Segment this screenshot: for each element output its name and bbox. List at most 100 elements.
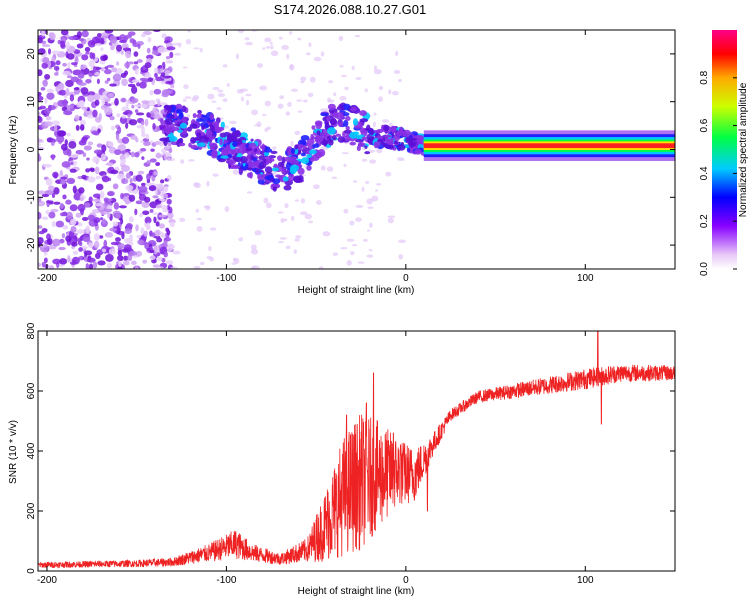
spectrogram-ridge-blob [219,132,227,138]
spectrogram-ridge-blob [408,141,417,148]
spectrogram-noise-blob [172,42,181,46]
spectrogram-noise-blob [55,60,61,66]
spectrogram-noise-blob [135,137,139,143]
spectrogram-noise-blob [166,245,174,252]
spectrogram-ridge-blob [323,141,327,147]
spectrogram-ridge-blob [314,120,323,126]
spectrogram-noise-blob [81,54,89,61]
spectrogram-noise-blob [206,180,210,187]
spectrogram-noise-blob [152,122,156,130]
spectrogram-noise-blob [277,103,284,109]
spectrogram-ridge [159,102,675,192]
spectrogram-noise-blob [68,104,74,109]
spectrogram-y-label: Frequency (Hz) [8,116,19,185]
spectrogram-noise-blob [105,253,114,262]
spectrogram-noise-blob [89,51,94,59]
spectrogram-noise-blob [361,186,365,192]
spectrogram-x-tick-label: -100 [216,273,236,284]
spectrogram-noise-blob [235,53,239,60]
spectrogram-ridge-blob [290,147,296,154]
spectrogram-noise-blob [151,232,156,238]
spectrogram-noise-blob [237,30,245,34]
spectrogram-ridge-blob [195,118,204,122]
spectrogram-noise-blob [320,165,326,171]
spectrogram-ridge-blob [196,132,202,138]
spectrogram-noise-blob [154,249,158,255]
spectrogram-noise-blob [362,238,368,242]
spectrogram-noise-blob [149,208,154,213]
spectrogram-noise-blob [278,240,284,244]
spectrogram-noise-blob [107,92,114,98]
spectrogram-noise-blob [137,43,141,49]
spectrogram-noise-blob [66,53,75,60]
spectrogram-noise-blob [111,67,118,73]
spectrogram-noise-blob [155,162,161,167]
spectrogram-ridge-blob [230,149,236,156]
spectrogram-noise-blob [116,44,122,52]
snr-x-ticks: -200 -100 0 100 [37,331,594,586]
spectrogram-noise-blob [309,76,316,83]
spectrogram-noise-blob [96,78,100,85]
snr-y-tick-label: 200 [26,502,37,519]
spectrogram-noise-blob [128,194,136,202]
spectrogram-noise-blob [308,220,314,224]
spectrogram-noise-blob [81,245,88,250]
spectrogram-ridge-blob [281,167,286,175]
spectrogram-noise-blob [161,204,168,211]
spectrogram-noise-blob [115,132,120,141]
spectrogram-noise-blob [269,41,273,45]
spectrogram-noise-blob [100,67,105,72]
spectrogram-noise-blob [42,44,51,48]
spectrogram-noise-blob [124,228,132,235]
spectrogram-noise-blob [144,62,152,69]
spectrogram-ridge-blob [238,167,243,175]
spectrogram-noise-blob [299,211,308,216]
spectrogram-ridge-blob [387,141,393,146]
spectrogram-noise-blob [141,126,145,135]
spectrogram-noise-blob [143,141,151,147]
spectrogram-noise-blob [124,62,131,69]
spectrogram-ridge-blob [263,151,270,157]
spectrogram-noise-blob [169,221,175,228]
spectrogram-noise-blob [137,239,144,245]
spectrogram-noise-blob [78,140,87,146]
spectrogram-ridge-blob [220,121,225,129]
spectrogram-noise-blob [38,91,42,97]
spectrogram-ridge-blob [306,138,315,146]
spectrogram-noise-blob [85,78,92,84]
spectrogram-noise-blob [186,114,191,118]
spectrogram-noise-blob [101,218,106,225]
spectrogram-noise-blob [91,130,99,136]
spectrogram-noise-blob [62,99,68,107]
spectrogram-noise-blob [46,238,53,246]
spectrogram-noise-blob [92,109,98,118]
spectrogram-noise-blob [156,237,163,243]
spectrogram-ridge-blob [232,140,238,148]
spectrogram-noise-blob [372,121,376,128]
spectrogram-ridge-blob [178,142,186,147]
spectrogram-noise-blob [38,236,44,244]
spectrogram-noise-blob [60,30,69,36]
spectrogram-blobs [38,30,406,269]
spectrogram-noise-blob [79,241,83,247]
spectrogram-noise-blob [78,187,85,194]
spectrogram-ridge-blob [288,173,295,182]
spectrogram-noise-blob [81,136,89,141]
spectrogram-noise-blob [107,141,114,147]
snr-y-ticks: 0 200 400 600 800 [26,322,675,574]
spectrogram-noise-blob [68,140,77,149]
spectrogram-noise-blob [287,101,292,107]
spectrogram-noise-blob [94,43,102,47]
spectrogram-noise-blob [61,233,66,239]
spectrogram-noise-blob [120,158,126,166]
spectrogram-ridge-blob [166,107,172,112]
spectrogram-noise-blob [326,166,334,172]
spectrogram-ridge-blob [168,113,173,117]
spectrogram-ridge-blob [326,127,336,135]
spectrogram-noise-blob [378,96,383,103]
spectrogram-ridge-blob [212,149,218,158]
spectrogram-noise-blob [134,109,139,113]
spectrogram-noise-blob [51,220,57,227]
spectrogram-noise-blob [194,182,201,189]
spectrogram-noise-blob [62,194,67,200]
